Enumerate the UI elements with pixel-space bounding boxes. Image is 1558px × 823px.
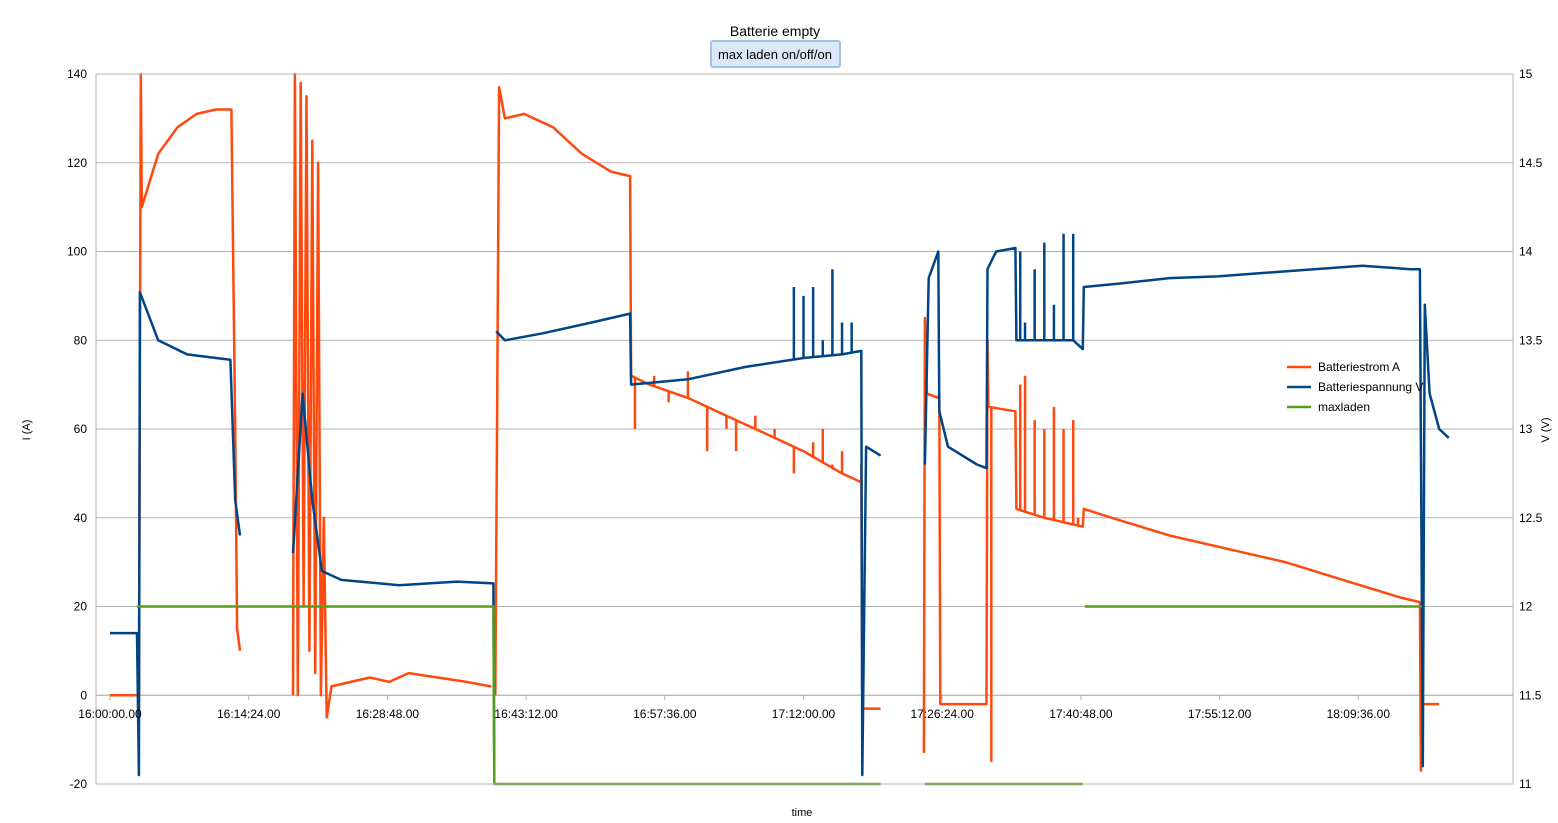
series-line-1 [110, 246, 1450, 777]
x-tick: 17:55:12.00 [1188, 707, 1252, 721]
chart-title: Batterie empty [730, 23, 820, 39]
x-axis-title: time [792, 807, 813, 819]
y-left-tick: 0 [80, 688, 87, 702]
series-lines [110, 72, 1450, 786]
y-left-tick: 60 [74, 422, 88, 436]
y-left-tick: 140 [67, 67, 87, 81]
series-line-0 [110, 72, 1440, 772]
y-right-tick: 14 [1519, 245, 1533, 259]
x-tick: 16:43:12.00 [494, 707, 558, 721]
x-tick: 16:00:00.00 [78, 707, 142, 721]
x-tick: 18:09:36.00 [1327, 707, 1391, 721]
y-left-axis-title: I (A) [21, 420, 33, 441]
legend-entry: Batteriespannung V [1318, 380, 1423, 394]
y-left-tick-labels: -20 0 20 40 60 80 100 120 140 [67, 67, 87, 791]
x-tick: 16:57:36.00 [633, 707, 697, 721]
y-right-tick: 13 [1519, 422, 1533, 436]
subtitle-box [710, 40, 841, 68]
y-right-tick: 15 [1519, 67, 1533, 81]
y-left-tick: 100 [67, 245, 87, 259]
legend: Batteriestrom A Batteriespannung V maxlade… [1287, 360, 1423, 414]
y-left-tick: 80 [74, 333, 88, 347]
chart-subtitle: max laden on/off/on [718, 47, 832, 62]
y-right-tick: 12 [1519, 600, 1533, 614]
y-right-tick: 11 [1519, 777, 1532, 791]
y-right-tick-labels: 11 11.5 12 12.5 13 13.5 14 14.5 15 [1519, 67, 1543, 791]
y-left-tick: 40 [74, 511, 88, 525]
y-left-tick: 120 [67, 156, 87, 170]
x-tick: 17:26:24.00 [910, 707, 974, 721]
x-tick-labels: 16:00:00.00 16:14:24.00 16:28:48.00 16:43:1… [78, 695, 1390, 721]
x-tick: 16:14:24.00 [217, 707, 281, 721]
plot-border [95, 73, 1514, 785]
y-left-tick: 20 [74, 600, 88, 614]
y-right-axis-title: V (V) [1540, 417, 1552, 442]
y-right-tick: 11.5 [1519, 688, 1542, 702]
legend-entry: Batteriestrom A [1318, 360, 1400, 374]
y-right-tick: 12.5 [1519, 511, 1543, 525]
y-left-tick: -20 [70, 777, 88, 791]
x-tick: 17:40:48.00 [1049, 707, 1113, 721]
y-right-tick: 13.5 [1519, 333, 1543, 347]
x-tick: 17:12:00.00 [772, 707, 836, 721]
x-tick: 16:28:48.00 [356, 707, 420, 721]
legend-entry: maxladen [1318, 400, 1370, 414]
y-right-tick: 14.5 [1519, 156, 1543, 170]
